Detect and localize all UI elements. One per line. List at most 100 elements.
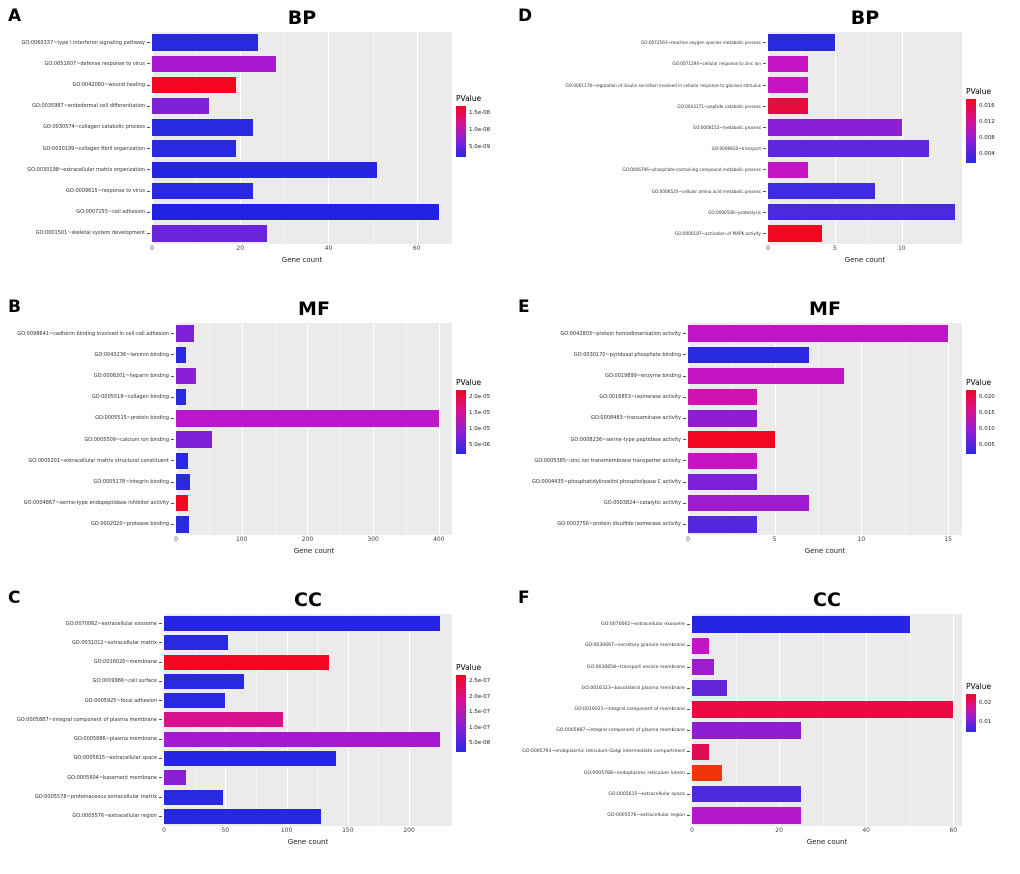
y-axis-label: GO:0070062~extracellular exosome	[516, 614, 692, 635]
bar	[152, 34, 258, 51]
y-axis-label: GO:0030170~pyridoxal phosphate binding	[516, 344, 688, 365]
bar-row	[152, 138, 452, 159]
bar-row	[692, 762, 962, 783]
x-axis-ticks: 0 100 200 300 400	[174, 535, 452, 545]
chart-title: CC	[813, 589, 841, 611]
bar-row	[152, 202, 452, 223]
panel-a-bp: A GO:0060337~type I interferon signaling…	[0, 0, 510, 291]
bar-row	[692, 805, 962, 826]
bar-row	[688, 493, 962, 514]
major-gridline	[779, 614, 781, 826]
x-axis-tick-label: 300	[367, 536, 379, 543]
pvalue-legend: PValue 0.016 0.012 0.008 0.004	[962, 6, 1014, 244]
y-axis-label: GO:0071294~cellular response to zinc ion	[516, 53, 768, 74]
y-axis-label: GO:0005178~integrin binding	[6, 471, 176, 492]
minor-gridline	[818, 323, 820, 535]
bar	[176, 431, 213, 448]
plot-area	[164, 614, 452, 826]
y-axis-e: GO:0042803~protein homodimerization acti…	[516, 297, 688, 535]
bar-row	[176, 387, 452, 408]
legend-scale: 0.016 0.012 0.008 0.004	[966, 99, 1014, 163]
y-axis-label: GO:0061178~regulation of insulin secreti…	[516, 74, 768, 95]
legend-tick-label: 0.004	[979, 151, 995, 158]
y-axis-b: GO:0098641~cadherin binding involved in …	[6, 297, 176, 535]
bar	[176, 494, 188, 512]
x-axis-title: Gene count	[281, 256, 323, 264]
major-gridline	[866, 614, 868, 826]
legend-tick-label: 2.0e-07	[469, 693, 491, 700]
y-axis-label: GO:0030198~extracellular matrix organiza…	[6, 159, 152, 180]
bar-row	[688, 514, 962, 535]
y-axis-label: GO:0006810~transport	[516, 138, 768, 159]
bar-row	[164, 787, 452, 806]
bar	[152, 76, 236, 94]
legend-gradient-bar	[456, 390, 466, 454]
legend-tick-label: 0.01	[979, 718, 992, 725]
major-gridline	[416, 32, 418, 244]
legend-title: PValue	[966, 87, 992, 96]
major-gridline	[176, 323, 177, 535]
bar-series	[768, 32, 962, 244]
bar	[176, 452, 188, 470]
legend-title: PValue	[456, 662, 482, 672]
bar-row	[768, 32, 962, 53]
bar	[688, 325, 949, 342]
minor-gridline	[904, 323, 906, 535]
gridlines	[768, 32, 962, 244]
x-axis-tick-label: 60	[949, 827, 958, 834]
bar-row	[176, 471, 452, 492]
panel-c-body: GO:0070062~extracellular exosome GO:00310…	[6, 588, 504, 874]
y-axis-labels: GO:0072593~reactive oxygen species metab…	[516, 32, 768, 244]
bar-row	[688, 344, 962, 365]
major-gridline	[901, 32, 903, 244]
y-axis-label: GO:0043171~peptide catabolic process	[516, 96, 768, 117]
plot-column: MF 0 5 10 15 Gene count	[686, 297, 962, 559]
y-axis-label: GO:0003824~catalytic activity	[516, 493, 688, 514]
bar-row	[768, 202, 962, 223]
panel-b-mf: B GO:0098641~cadherin binding involved i…	[0, 291, 510, 582]
y-axis-label: GO:0005788~endoplasmic reticulum lumen	[516, 762, 692, 783]
y-axis-label: GO:0002020~protease binding	[6, 514, 176, 535]
bar	[692, 701, 954, 718]
chart-title: BP	[850, 7, 880, 29]
y-axis-label: GO:0005604~basement membrane	[6, 768, 164, 787]
spacer	[6, 6, 152, 32]
spacer	[6, 588, 164, 614]
minor-gridline	[822, 614, 824, 826]
plot-area	[152, 32, 452, 244]
bar-row	[152, 223, 452, 244]
y-axis-label: GO:0030574~collagen catabolic process	[6, 117, 152, 138]
legend-tick-labels: 0.020 0.015 0.010 0.005	[979, 390, 995, 454]
minor-gridline	[868, 32, 870, 244]
legend-tick-label: 2.5e-07	[469, 678, 491, 685]
x-axis-tick-label: 100	[280, 827, 293, 834]
legend-tick-labels: 0.02 0.01	[979, 694, 991, 732]
minor-gridline	[208, 323, 210, 535]
panel-letter-d: D	[518, 6, 533, 26]
bar-row	[152, 53, 452, 74]
bar-row	[164, 749, 452, 768]
minor-gridline	[372, 32, 374, 244]
x-axis-title: Gene count	[804, 547, 846, 555]
y-axis-label: GO:0008152~metabolic process	[516, 117, 768, 138]
x-axis-tick-label: 0	[690, 827, 694, 834]
bar	[688, 473, 758, 491]
y-axis-labels: GO:0098641~cadherin binding involved in …	[6, 323, 176, 535]
bar	[164, 808, 321, 824]
panel-letter-e: E	[518, 297, 530, 317]
y-axis-label: GO:0019899~enzyme binding	[516, 365, 688, 386]
y-axis-label: GO:0005201~extracellular matrix structur…	[6, 450, 176, 471]
bar-row	[692, 656, 962, 677]
major-gridline	[861, 323, 863, 535]
bar-row	[176, 365, 452, 386]
bar	[768, 182, 876, 200]
x-axis-title: Gene count	[806, 838, 848, 846]
chart-title: BP	[287, 7, 317, 29]
x-axis-tick-label: 100	[235, 536, 248, 543]
minor-gridline	[378, 614, 380, 826]
panel-e-body: GO:0042803~protein homodimerization acti…	[516, 297, 1014, 582]
major-gridline	[373, 323, 375, 535]
legend-scale: 0.02 0.01	[966, 694, 1014, 732]
panel-d-bp: D GO:0072593~reactive oxygen species met…	[510, 0, 1020, 291]
legend-scale: 2.0e-05 1.5e-05 1.0e-05 5.0e-06	[456, 390, 504, 454]
